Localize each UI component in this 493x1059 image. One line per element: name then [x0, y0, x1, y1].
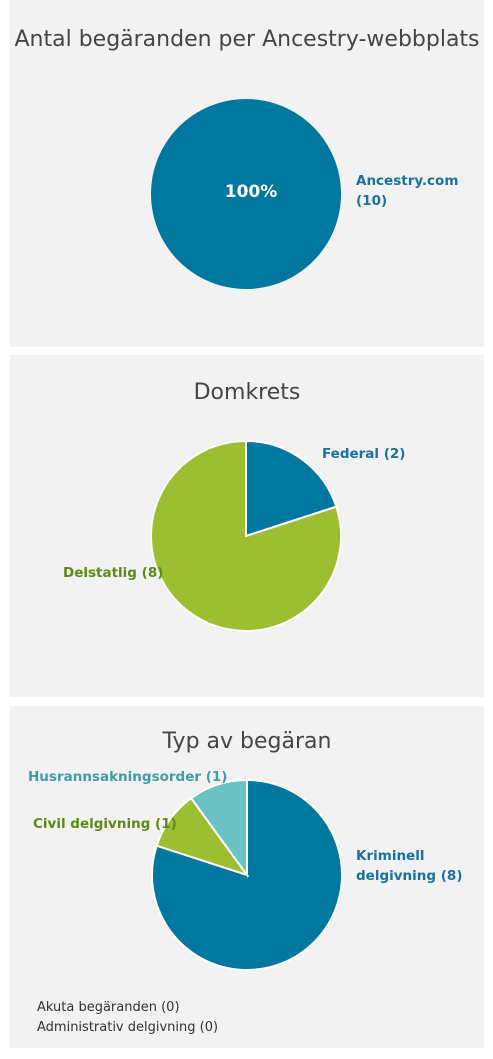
chart-panel-request-type: Typ av begäran Husrannsakningsorder (1) …	[10, 706, 484, 1048]
slice-label-line: delgivning (8)	[356, 868, 463, 884]
chart-panel-sites: Antal begäranden per Ancestry-webbplats …	[10, 0, 484, 347]
chart-title: Domkrets	[193, 380, 301, 405]
zero-entry-emergency: Akuta begäranden (0)	[37, 1000, 180, 1015]
chart-title: Antal begäranden per Ancestry-webbplats	[14, 27, 480, 52]
pie-slice	[189, 778, 248, 879]
chart-panel-jurisdiction: Domkrets Federal (2) Delstatlig (8)	[10, 355, 484, 697]
slice-label-line: Kriminell	[356, 848, 425, 864]
chart-title: Typ av begäran	[162, 729, 332, 754]
zero-entry-administrative: Administrativ delgivning (0)	[37, 1020, 219, 1035]
pie-chart-request-type	[151, 778, 343, 971]
pie-chart-jurisdiction	[150, 439, 342, 632]
slice-label-state: Delstatlig (8)	[63, 565, 164, 581]
slice-label-federal: Federal (2)	[322, 446, 406, 462]
pie-chart-sites: 100%	[151, 99, 341, 289]
pie-slice	[151, 99, 341, 289]
pie-slice	[245, 439, 338, 538]
slice-label-civil-subpoena: Civil delgivning (1)	[33, 816, 177, 832]
pie-slice	[150, 439, 342, 632]
slice-label-criminal-subpoena: Kriminell delgivning (8)	[356, 846, 462, 886]
slice-label-search-warrant: Husrannsakningsorder (1)	[28, 769, 228, 785]
pie-center-label: 100%	[225, 182, 278, 202]
slice-label-ancestry: Ancestry.com (10)	[356, 173, 459, 209]
